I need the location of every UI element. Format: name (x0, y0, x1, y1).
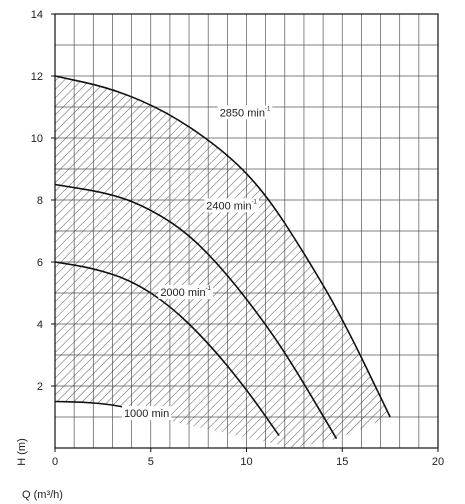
curve-label-bg-3 (121, 406, 172, 420)
hatched-area (55, 76, 391, 448)
y-axis-label: H (m) (16, 438, 28, 466)
curve-label-2: 2000 min-1 (160, 286, 211, 299)
curve-label-bg-0 (217, 105, 273, 120)
curve-label-sup-2: -1 (206, 286, 212, 292)
curve-label-bg-1 (204, 198, 259, 213)
y-tick-label: 4 (37, 319, 43, 331)
x-axis-label: Q (m³/h) (22, 489, 63, 501)
y-tick-label: 14 (31, 9, 43, 21)
y-tick-label: 6 (37, 257, 43, 269)
y-tick-label: 2 (37, 381, 43, 393)
curve-label-sup-1: -1 (252, 199, 258, 205)
y-tick-label: 10 (31, 133, 43, 145)
curve-label-sup-0: -1 (265, 106, 271, 112)
curve-1 (54, 183, 338, 440)
operating-envelope (55, 76, 391, 448)
curve-label-3: 1000 min (124, 408, 169, 420)
curve-0 (54, 75, 391, 418)
curve-labels: 2850 min-1 2400 min-1 2000 min-1 1000 min (121, 105, 273, 420)
x-tick-label: 10 (240, 456, 252, 468)
curve-label-1: 2400 min-1 (206, 199, 257, 212)
y-tick-label: 8 (37, 195, 43, 207)
axes: 0 5 10 15 20 2 4 6 8 10 12 14 (31, 9, 444, 468)
x-tick-label: 20 (432, 456, 444, 468)
curve-2 (54, 261, 280, 437)
x-tick-label: 5 (148, 456, 154, 468)
curve-label-0: 2850 min-1 (220, 106, 271, 119)
x-tick-label: 15 (336, 456, 348, 468)
y-tick-label: 12 (31, 71, 43, 83)
curve-label-bg-2 (158, 285, 213, 300)
x-tick-label: 0 (52, 456, 58, 468)
